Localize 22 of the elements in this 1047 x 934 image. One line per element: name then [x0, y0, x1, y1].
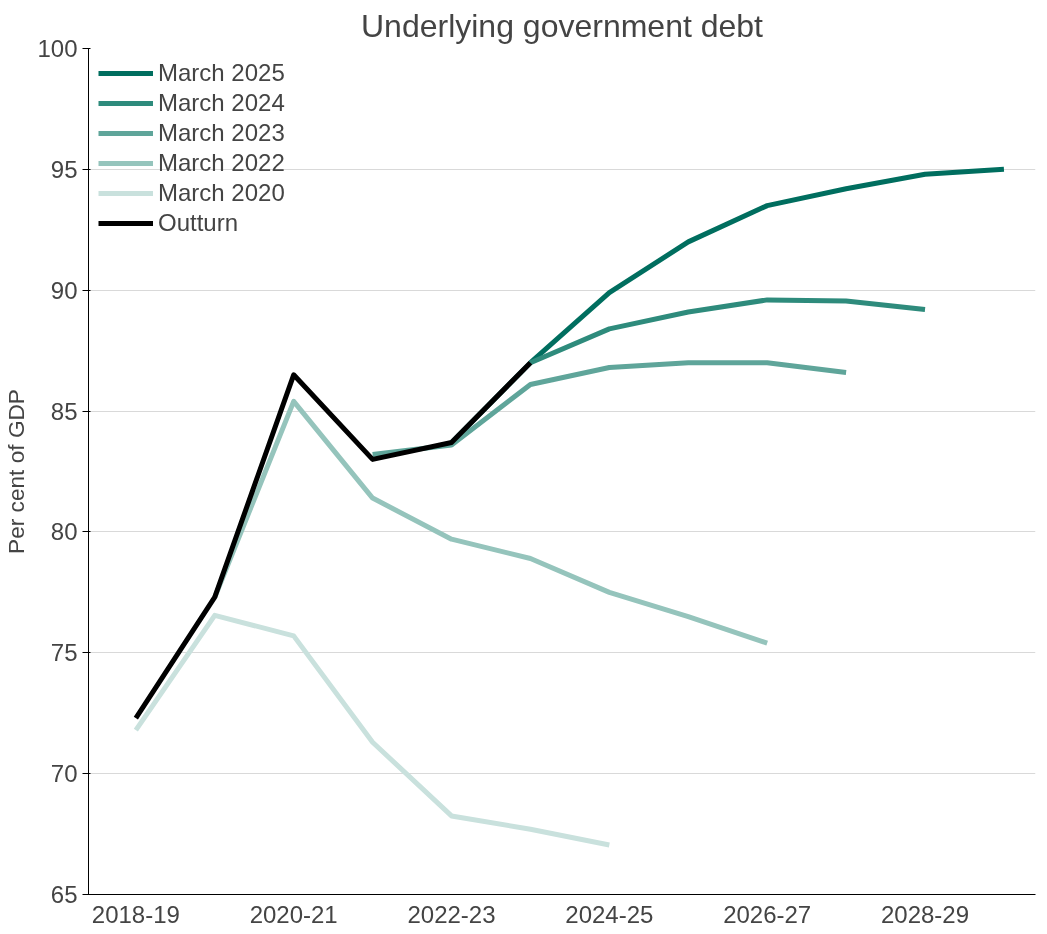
- legend-label: March 2023: [158, 118, 285, 148]
- x-tick-label: 2018-19: [91, 900, 180, 928]
- legend-label: March 2025: [158, 58, 285, 88]
- y-tick-label: 70: [50, 760, 78, 788]
- y-tick-label: 75: [50, 639, 78, 667]
- y-tick-label: 80: [50, 518, 78, 546]
- y-axis-title: Per cent of GDP: [3, 389, 30, 554]
- x-tick-label: 2024-25: [565, 900, 654, 928]
- y-tick-label: 90: [50, 276, 78, 304]
- legend-label: March 2022: [158, 148, 285, 178]
- y-tick-label: 65: [50, 881, 78, 908]
- y-tick-label: 85: [50, 397, 78, 425]
- legend-label: March 2020: [158, 178, 285, 208]
- legend-label: Outturn: [158, 208, 239, 238]
- y-tick-label: 95: [50, 155, 78, 183]
- y-tick-label: 100: [37, 35, 78, 62]
- x-tick-label: 2020-21: [249, 900, 338, 928]
- chart-title: Underlying government debt: [360, 7, 764, 44]
- x-tick-label: 2022-23: [407, 900, 496, 928]
- x-tick-label: 2028-29: [880, 900, 970, 928]
- x-tick-label: 2026-27: [723, 900, 812, 928]
- legend-label: March 2024: [158, 88, 285, 118]
